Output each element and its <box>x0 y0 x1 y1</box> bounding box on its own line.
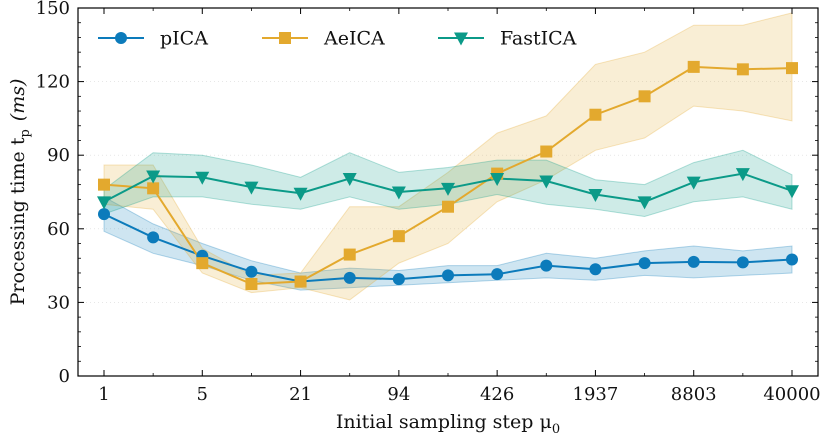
y-tick-label: 30 <box>47 292 70 313</box>
fastica-legend-label: FastICA <box>500 28 577 50</box>
aeica-band <box>103 12 793 301</box>
pica-point <box>343 271 356 284</box>
aeica-point <box>392 230 405 243</box>
fastica-point <box>293 187 308 201</box>
pica-legend-label: pICA <box>160 28 208 50</box>
aeica-point <box>147 182 160 195</box>
y-axis-label-unit: (ms) <box>7 79 29 122</box>
aeica-point <box>687 60 700 73</box>
fastica-point <box>391 186 406 200</box>
aeica-point <box>98 178 110 191</box>
aeica-point <box>736 63 749 76</box>
fastica-point <box>785 185 799 199</box>
pica-legend-marker <box>115 32 127 44</box>
aeica-point <box>638 90 651 103</box>
x-tick-label: 5 <box>197 384 208 405</box>
aeica-point <box>245 278 258 290</box>
fastica-point <box>637 196 652 210</box>
fastica-point <box>588 188 603 202</box>
fastica-point <box>195 171 210 185</box>
pica-point <box>736 256 749 269</box>
aeica-point <box>196 257 209 270</box>
aeica-point <box>540 145 553 158</box>
fastica-point <box>146 170 161 184</box>
grid-layer <box>78 81 818 303</box>
pica-point <box>540 259 553 272</box>
y-axis-label-sub: p <box>18 129 33 137</box>
y-tick-label: 150 <box>36 0 70 19</box>
x-axis-label: Initial sampling step μ0 <box>336 411 560 437</box>
aeica-point <box>442 200 454 213</box>
pica-point <box>638 257 651 270</box>
x-axis-label-sub: 0 <box>552 422 560 437</box>
x-tick-label: 8803 <box>671 384 717 405</box>
pica-point <box>786 253 798 266</box>
y-tick-label: 60 <box>47 219 70 240</box>
fastica-point <box>539 175 554 189</box>
fastica-legend-marker <box>454 32 468 46</box>
x-tick-label: 94 <box>387 384 410 405</box>
pica-point <box>98 208 110 221</box>
aeica-legend-marker <box>279 32 291 44</box>
aeica-point <box>589 108 602 121</box>
y-axis-label: Processing time tp (ms) <box>7 79 33 306</box>
fastica-point <box>97 196 111 210</box>
fastica-point <box>490 173 505 187</box>
y-tick-label: 90 <box>47 145 70 166</box>
fastica-point <box>441 182 455 196</box>
x-tick-label: 1 <box>98 384 109 405</box>
aeica-point <box>343 248 356 261</box>
pica-point <box>687 255 700 268</box>
axis-ticks: 0 30 60 90 120 150 1 5 21 94 426 1937 8803 40000 <box>36 0 821 405</box>
x-tick-label: 1937 <box>573 384 619 405</box>
x-tick-label: 40000 <box>763 384 820 405</box>
fastica-point <box>735 168 750 182</box>
y-axis-label-main: Processing time t <box>7 137 29 305</box>
legend: pICA AeICA FastICA <box>98 28 577 50</box>
pica-point <box>245 265 258 278</box>
x-axis-label-main: Initial sampling step μ <box>336 411 552 433</box>
pica-point <box>442 269 454 282</box>
pica-point <box>491 268 504 281</box>
aeica-point <box>294 275 307 288</box>
pica-point <box>589 263 602 276</box>
series-markers <box>97 60 799 290</box>
aeica-legend-label: AeICA <box>323 28 385 50</box>
fastica-point <box>244 181 259 195</box>
y-tick-label: 120 <box>36 72 70 93</box>
pica-point <box>392 273 405 286</box>
y-tick-label: 0 <box>59 366 70 387</box>
pica-point <box>147 231 160 244</box>
fastica-point <box>686 176 701 190</box>
aeica-point <box>786 62 798 75</box>
fastica-point <box>342 173 357 187</box>
x-tick-label: 426 <box>480 384 514 405</box>
x-tick-label: 21 <box>289 384 312 405</box>
